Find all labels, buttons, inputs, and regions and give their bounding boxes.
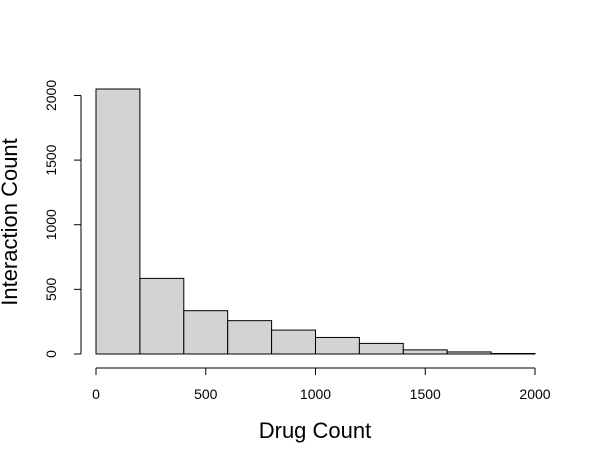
histogram-bar	[183, 310, 229, 355]
histogram-bar	[446, 351, 492, 355]
histogram-bars	[95, 88, 536, 355]
y-tick-label: 500	[43, 277, 59, 301]
y-tick-label: 0	[43, 350, 59, 358]
y-axis-title: Interaction Count	[0, 138, 22, 306]
y-tick-label: 1500	[43, 144, 59, 175]
x-tick-label: 1500	[410, 386, 441, 402]
histogram-bar	[402, 349, 448, 355]
histogram-bar	[227, 320, 273, 355]
x-tick-label: 1000	[300, 386, 331, 402]
x-axis: 0 500 1000 1500 2000	[92, 367, 551, 402]
y-axis: 0 500 1000 1500 2000	[43, 80, 82, 358]
histogram-bar	[490, 352, 536, 355]
histogram-bar	[271, 329, 317, 355]
x-tick-label: 2000	[519, 386, 550, 402]
y-tick-label: 1000	[43, 209, 59, 240]
x-tick-label: 500	[194, 386, 218, 402]
histogram-bar	[139, 277, 185, 355]
histogram-bar	[95, 88, 141, 355]
x-tick-label: 0	[92, 386, 100, 402]
histogram-bar	[358, 342, 404, 355]
x-axis-title: Drug Count	[259, 418, 372, 443]
y-tick-label: 2000	[43, 80, 59, 111]
histogram-bar	[315, 336, 360, 355]
